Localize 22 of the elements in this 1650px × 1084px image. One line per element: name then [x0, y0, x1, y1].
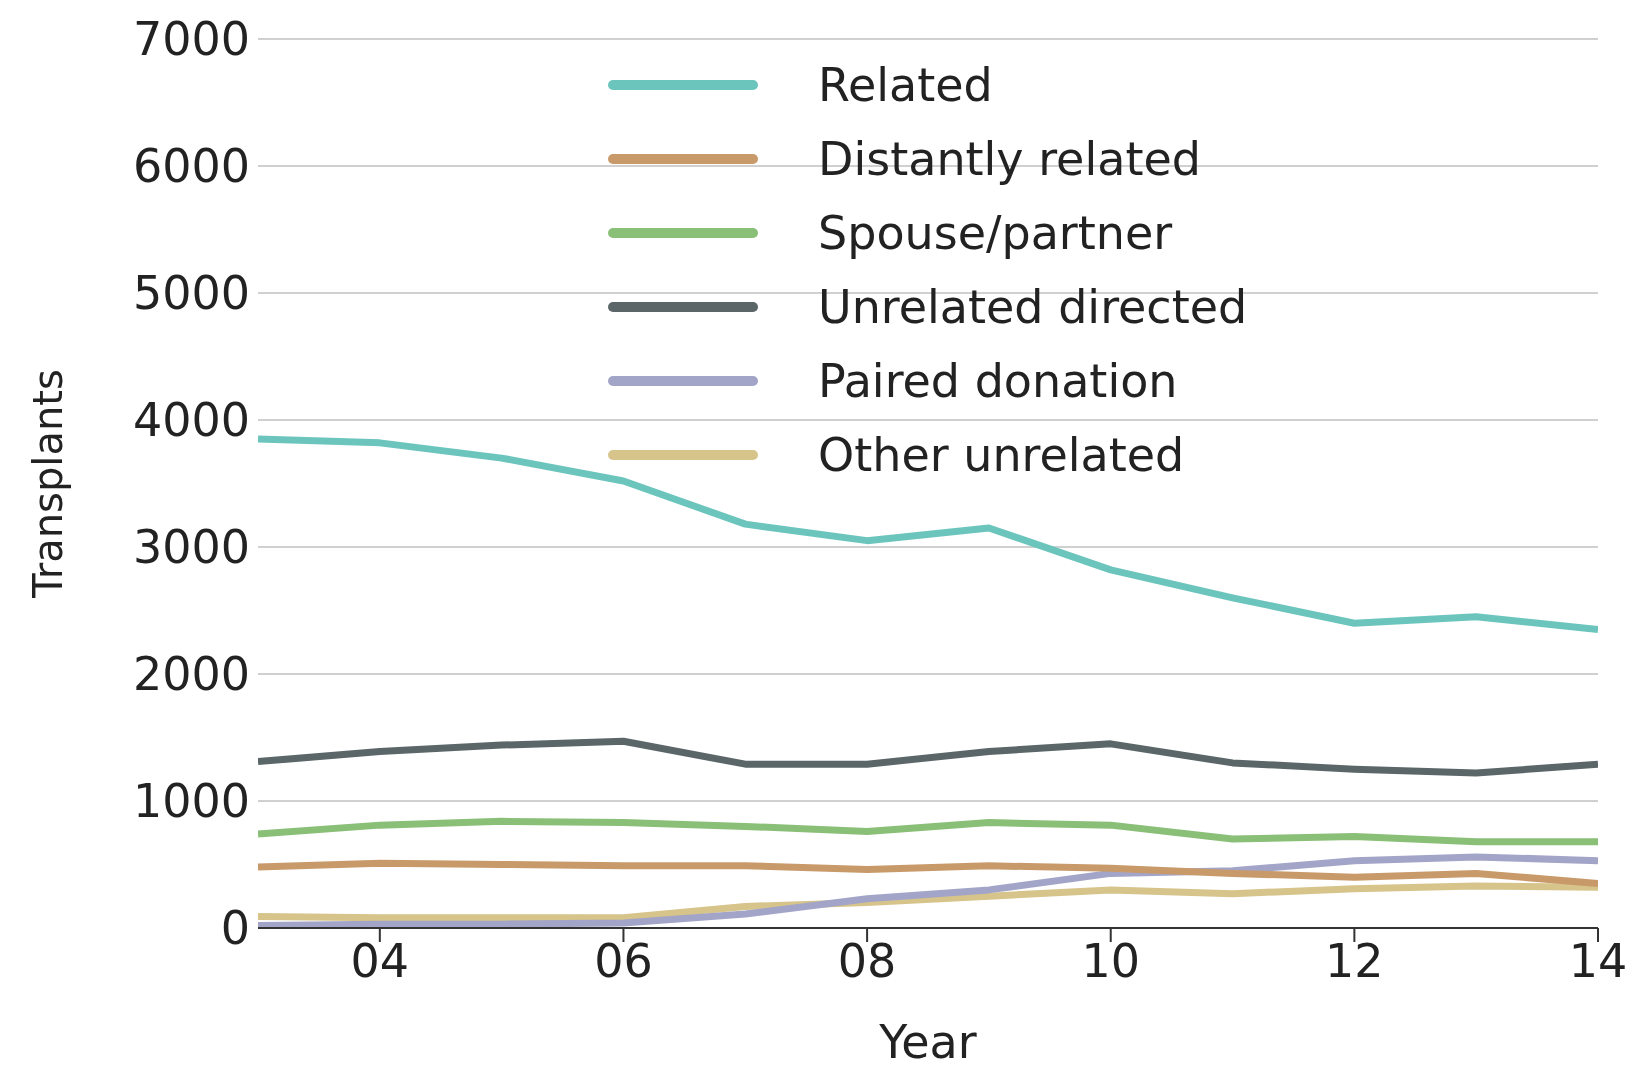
- x-tick-label: 10: [1081, 933, 1140, 988]
- legend-label: Paired donation: [818, 354, 1178, 408]
- y-tick-label: 5000: [132, 266, 250, 321]
- x-tick-label: 06: [594, 933, 653, 988]
- x-axis-title: Year: [878, 1015, 977, 1069]
- y-tick-label: 0: [220, 901, 250, 956]
- x-tick-label: 12: [1325, 933, 1384, 988]
- legend-label: Related: [818, 58, 993, 112]
- legend-label: Other unrelated: [818, 428, 1185, 482]
- x-tick-label: 04: [350, 933, 410, 988]
- y-tick-label: 3000: [132, 520, 250, 575]
- y-tick-label: 7000: [132, 12, 250, 67]
- y-tick-label: 1000: [132, 774, 250, 829]
- legend-label: Spouse/partner: [818, 206, 1173, 260]
- y-tick-label: 6000: [132, 139, 250, 194]
- x-tick-label: 14: [1568, 933, 1628, 988]
- x-tick-label: 08: [837, 933, 897, 988]
- legend-label: Unrelated directed: [818, 280, 1248, 334]
- y-axis-title: Transplants: [25, 369, 72, 599]
- legend-label: Distantly related: [818, 132, 1201, 186]
- y-tick-label: 4000: [132, 393, 250, 448]
- y-tick-label: 2000: [132, 647, 250, 702]
